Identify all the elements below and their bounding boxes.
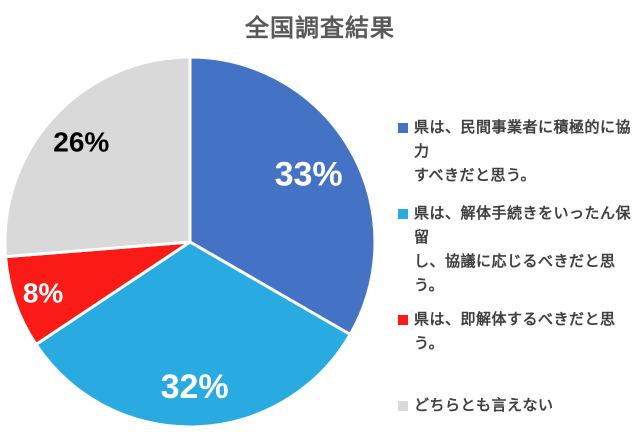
pie-slice-1: [34, 240, 352, 429]
slice-data-label-2: 8%: [23, 278, 64, 309]
pie-slice-3: [3, 55, 192, 259]
legend-label: どちらとも言えない: [414, 397, 554, 414]
slice-data-label-0: 33%: [275, 156, 343, 194]
chart-legend: 県は、民間事業者に積極的に協力 すべきだと思う。県は、解体手続きをいったん保留 し、…: [398, 116, 636, 418]
legend-item-2: 県は、即解体するべきだと思う。: [398, 308, 636, 356]
legend-label: 県は、解体手続きをいったん保留 し、協議に応じるべきだと思う。: [414, 205, 632, 294]
slice-data-label-3: 26%: [53, 126, 109, 157]
legend-item-3: どちらとも言えない: [398, 394, 636, 418]
legend-label: 県は、即解体するべきだと思う。: [414, 311, 616, 352]
legend-item-0: 県は、民間事業者に積極的に協力 すべきだと思う。: [398, 116, 636, 188]
slice-data-label-1: 32%: [161, 368, 229, 406]
pie-slice-2: [4, 240, 192, 346]
legend-marker-icon: [398, 209, 408, 219]
legend-marker-icon: [398, 315, 408, 325]
legend-marker-icon: [398, 401, 408, 411]
chart-title: 全国調査結果: [245, 15, 395, 42]
legend-marker-icon: [398, 123, 408, 133]
legend-label: 県は、民間事業者に積極的に協力 すべきだと思う。: [414, 119, 632, 184]
pie-slice-0: [188, 55, 377, 336]
legend-item-1: 県は、解体手続きをいったん保留 し、協議に応じるべきだと思う。: [398, 202, 636, 298]
